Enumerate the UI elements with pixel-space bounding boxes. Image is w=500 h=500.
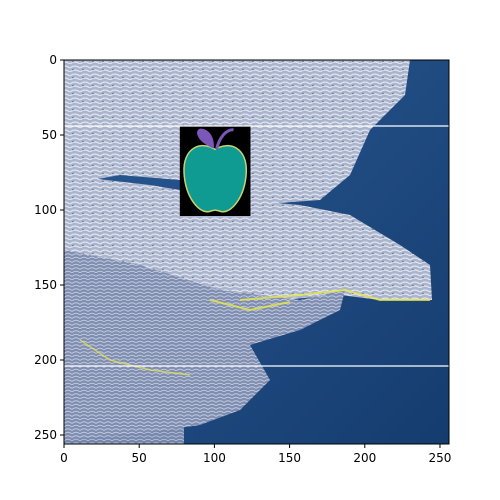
jaw-highlight: [209, 299, 291, 312]
apple-overlay: [179, 126, 251, 216]
middle-crocodile: [64, 175, 432, 300]
x-axis: 0 50 100 150 200 250: [60, 444, 451, 465]
apple-stem: [215, 128, 234, 150]
apple-body: [183, 144, 247, 213]
x-tick-label: 0: [60, 451, 68, 465]
plot-frame: [63, 59, 450, 445]
y-tick-label: 100: [34, 203, 57, 217]
apple-icon: [183, 128, 247, 213]
plot-image: [64, 60, 449, 444]
y-axis: 0 50 100 150 200 250: [34, 53, 64, 442]
x-tick-label: 100: [203, 451, 226, 465]
y-tick-label: 50: [42, 128, 57, 142]
y-tick-label: 250: [34, 428, 57, 442]
x-tick-label: 200: [353, 451, 376, 465]
y-tick-label: 0: [49, 53, 57, 67]
apple-leaf: [197, 128, 214, 149]
y-tick-label: 200: [34, 353, 57, 367]
horizontal-lines: [64, 125, 449, 367]
x-tick-label: 150: [278, 451, 301, 465]
x-tick-label: 250: [429, 451, 452, 465]
snout-highlight: [239, 288, 430, 301]
x-tick-label: 50: [132, 451, 147, 465]
y-tick-label: 150: [34, 278, 57, 292]
belly-highlight: [79, 339, 191, 376]
left-rock-band: [64, 330, 184, 444]
